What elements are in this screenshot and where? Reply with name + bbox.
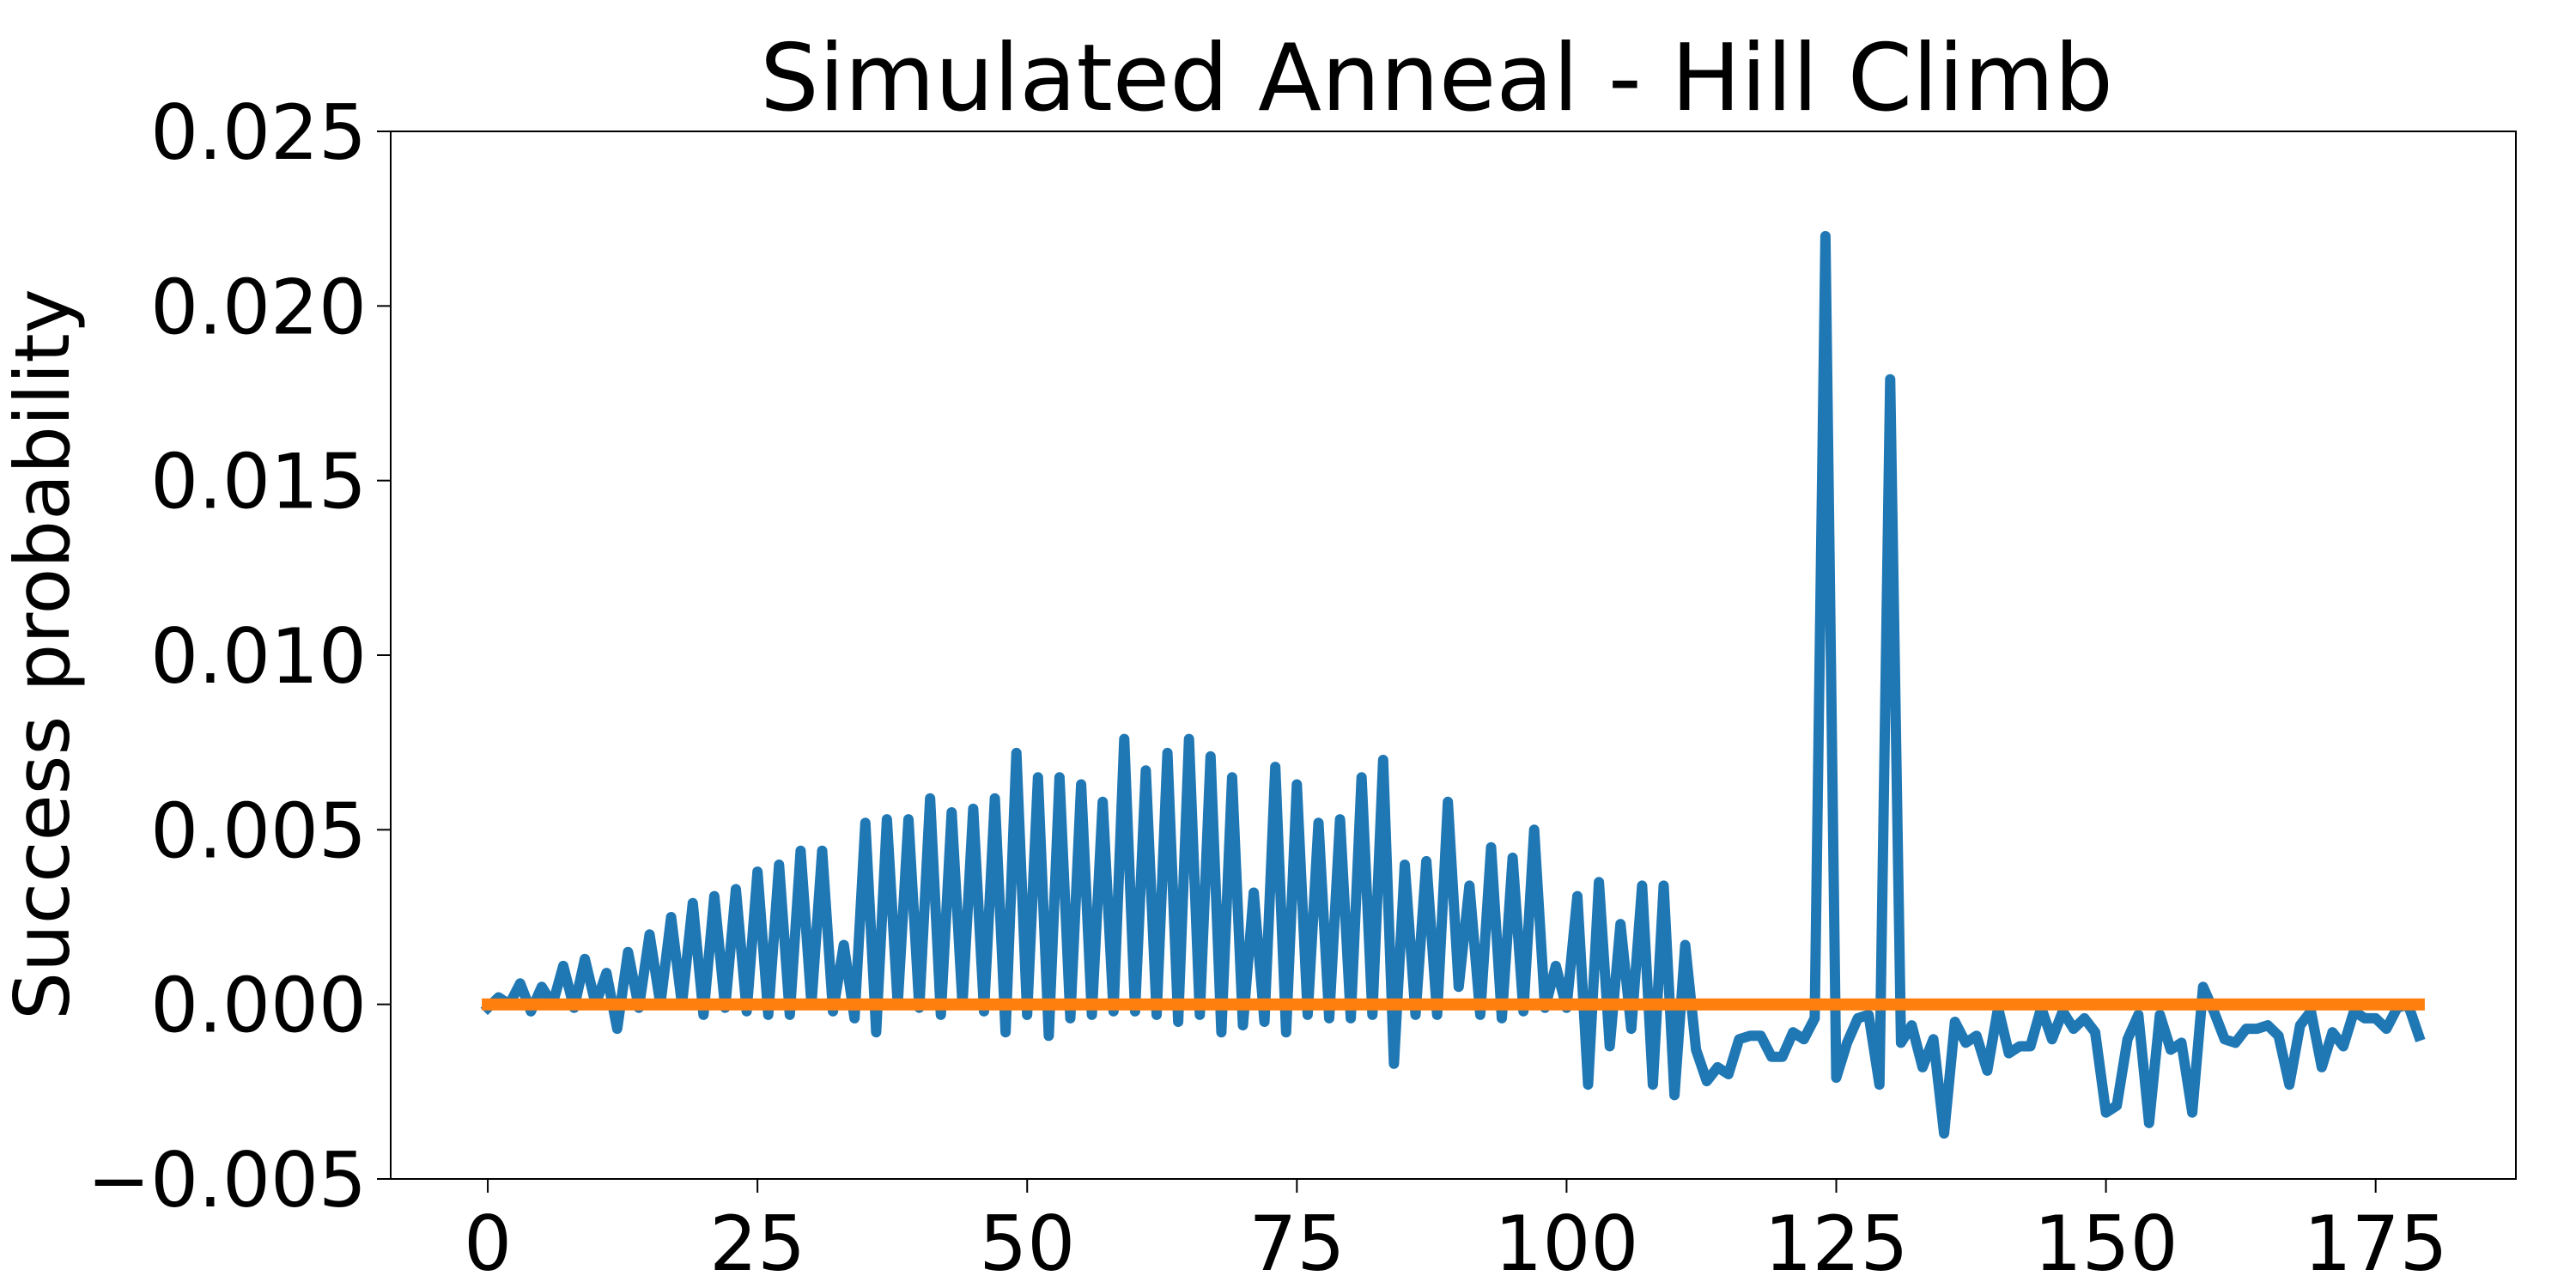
- plot-area-frame: [390, 131, 2517, 1180]
- x-tick-label: 25: [709, 1200, 805, 1288]
- y-tick-label: 0.005: [150, 787, 367, 875]
- x-tick-label: 175: [2304, 1200, 2448, 1288]
- x-tick-label: 150: [2034, 1200, 2178, 1288]
- x-tick-label: 100: [1494, 1200, 1638, 1288]
- x-tick-label: 50: [979, 1200, 1075, 1288]
- x-axis-ticks: 0 25 50 75 100 125 150 175: [464, 1179, 2448, 1288]
- y-tick-label: 0.010: [150, 612, 367, 701]
- x-tick-label: 0: [464, 1200, 512, 1288]
- y-tick-label: 0.020: [150, 263, 367, 351]
- y-tick-label: 0.025: [150, 88, 367, 177]
- y-axis-ticks: −0.005 0.000 0.005 0.010 0.015 0.020 0.025: [87, 88, 391, 1224]
- y-tick-label: 0.015: [150, 438, 367, 526]
- y-tick-label: −0.005: [87, 1136, 367, 1224]
- series-line-difference: [480, 231, 2426, 1139]
- y-axis-label: Success probability: [0, 289, 87, 1020]
- x-tick-label: 75: [1249, 1200, 1345, 1288]
- chart-title: Simulated Anneal - Hill Climb: [760, 25, 2113, 132]
- series-layer: [480, 231, 2426, 1139]
- x-tick-label: 125: [1765, 1200, 1909, 1288]
- y-tick-label: 0.000: [150, 962, 367, 1050]
